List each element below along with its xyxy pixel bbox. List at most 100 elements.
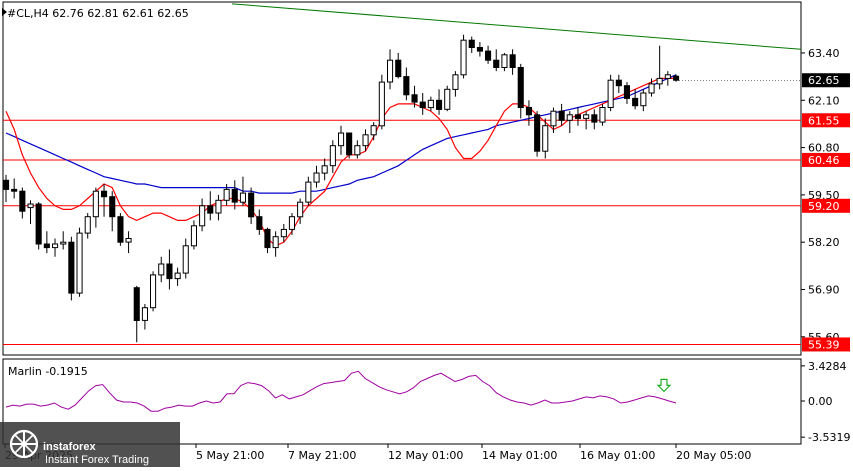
- candle-body: [321, 165, 328, 174]
- candle-body: [109, 196, 116, 218]
- main-plot-frame: [2, 1, 802, 356]
- indicator-tick-label: -3.5319: [808, 431, 850, 444]
- candle: [223, 183, 230, 206]
- level-label-box: [802, 113, 850, 128]
- candle-body: [664, 74, 671, 79]
- watermark-tagline: Instant Forex Trading: [45, 454, 149, 466]
- candle: [133, 285, 140, 343]
- current-price-label: 62.65: [808, 74, 840, 87]
- candle: [395, 52, 402, 79]
- current-price-box: [802, 73, 850, 88]
- candle-body: [395, 59, 402, 78]
- candle: [427, 96, 434, 112]
- candle-body: [534, 114, 541, 152]
- candle-body: [370, 125, 377, 136]
- candle: [272, 231, 279, 257]
- candle-body: [346, 132, 353, 156]
- candle: [174, 267, 181, 286]
- candle: [640, 89, 647, 112]
- candle: [199, 198, 206, 232]
- trendline-layer: [231, 3, 802, 50]
- time-tick-label: 7 May 21:00: [288, 449, 356, 462]
- candle-body: [297, 201, 304, 218]
- time-tick-label: 5 May 21:00: [196, 449, 264, 462]
- instrument-header: #CL,H4 62.76 62.81 62.61 62.65: [7, 7, 189, 20]
- candle: [501, 52, 508, 72]
- candle-body: [125, 238, 132, 243]
- candle-body: [444, 88, 451, 110]
- candle: [305, 176, 312, 206]
- candle: [166, 249, 173, 290]
- candle-body: [11, 188, 18, 192]
- candle: [231, 180, 238, 210]
- candle: [517, 63, 524, 119]
- candle: [485, 45, 492, 64]
- indicator-tick-label: 3.4284: [808, 360, 847, 373]
- candle: [150, 271, 157, 312]
- candle: [248, 187, 255, 224]
- candle: [321, 158, 328, 181]
- candles-layer: [3, 34, 680, 343]
- price-tick-label: 63.40: [808, 47, 840, 60]
- price-tick-label: 56.90: [808, 283, 840, 296]
- candle-body: [92, 190, 99, 218]
- candle-body: [52, 243, 59, 249]
- trendline: [231, 3, 802, 50]
- candle: [190, 220, 197, 250]
- candle: [109, 191, 116, 232]
- level-label: 55.39: [808, 338, 840, 351]
- candle: [207, 191, 214, 221]
- time-tick-label: 20 May 05:00: [676, 449, 751, 462]
- time-tick-label: 14 May 01:00: [482, 449, 557, 462]
- candle-body: [648, 83, 655, 94]
- candle: [92, 187, 99, 228]
- candle-body: [190, 225, 197, 247]
- candle: [558, 103, 565, 126]
- candle: [615, 74, 622, 93]
- candle-body: [248, 192, 255, 218]
- candle-body: [84, 216, 91, 234]
- candle: [648, 78, 655, 97]
- price-tick-label: 62.10: [808, 94, 840, 107]
- candle: [444, 85, 451, 112]
- candle-body: [174, 272, 181, 280]
- candle: [387, 49, 394, 90]
- candle-body: [452, 74, 459, 90]
- candle-body: [354, 145, 361, 156]
- candle-body: [501, 54, 508, 68]
- candle: [68, 236, 75, 301]
- candle: [101, 183, 108, 217]
- levels-layer: [3, 119, 801, 345]
- candle: [256, 209, 263, 235]
- candle-body: [583, 114, 590, 119]
- candle-body: [411, 94, 418, 103]
- candle-body: [305, 181, 312, 203]
- candle-body: [574, 114, 582, 119]
- candle-body: [566, 114, 573, 121]
- marlin-line: [5, 370, 677, 412]
- candle-body: [19, 190, 26, 212]
- candle: [419, 92, 426, 115]
- candle-body: [76, 232, 83, 294]
- candle: [297, 198, 304, 224]
- candle: [43, 231, 50, 254]
- candle-body: [436, 99, 443, 110]
- level-label-box: [802, 152, 850, 167]
- candle-body: [207, 205, 214, 214]
- candle: [468, 36, 475, 53]
- level-label: 59.20: [808, 200, 840, 213]
- candle-body: [509, 54, 516, 68]
- price-tick-label: 59.50: [808, 189, 840, 202]
- watermark-brand: instaforex: [43, 441, 96, 453]
- candle-body: [223, 188, 230, 201]
- candle-body: [43, 243, 50, 249]
- candle: [338, 125, 345, 155]
- candle: [27, 200, 34, 224]
- candle-body: [313, 172, 320, 183]
- candle: [542, 118, 549, 159]
- ma-slow-line: [5, 74, 677, 194]
- time-tick-label: 12 May 01:00: [388, 449, 463, 462]
- candle: [329, 140, 336, 174]
